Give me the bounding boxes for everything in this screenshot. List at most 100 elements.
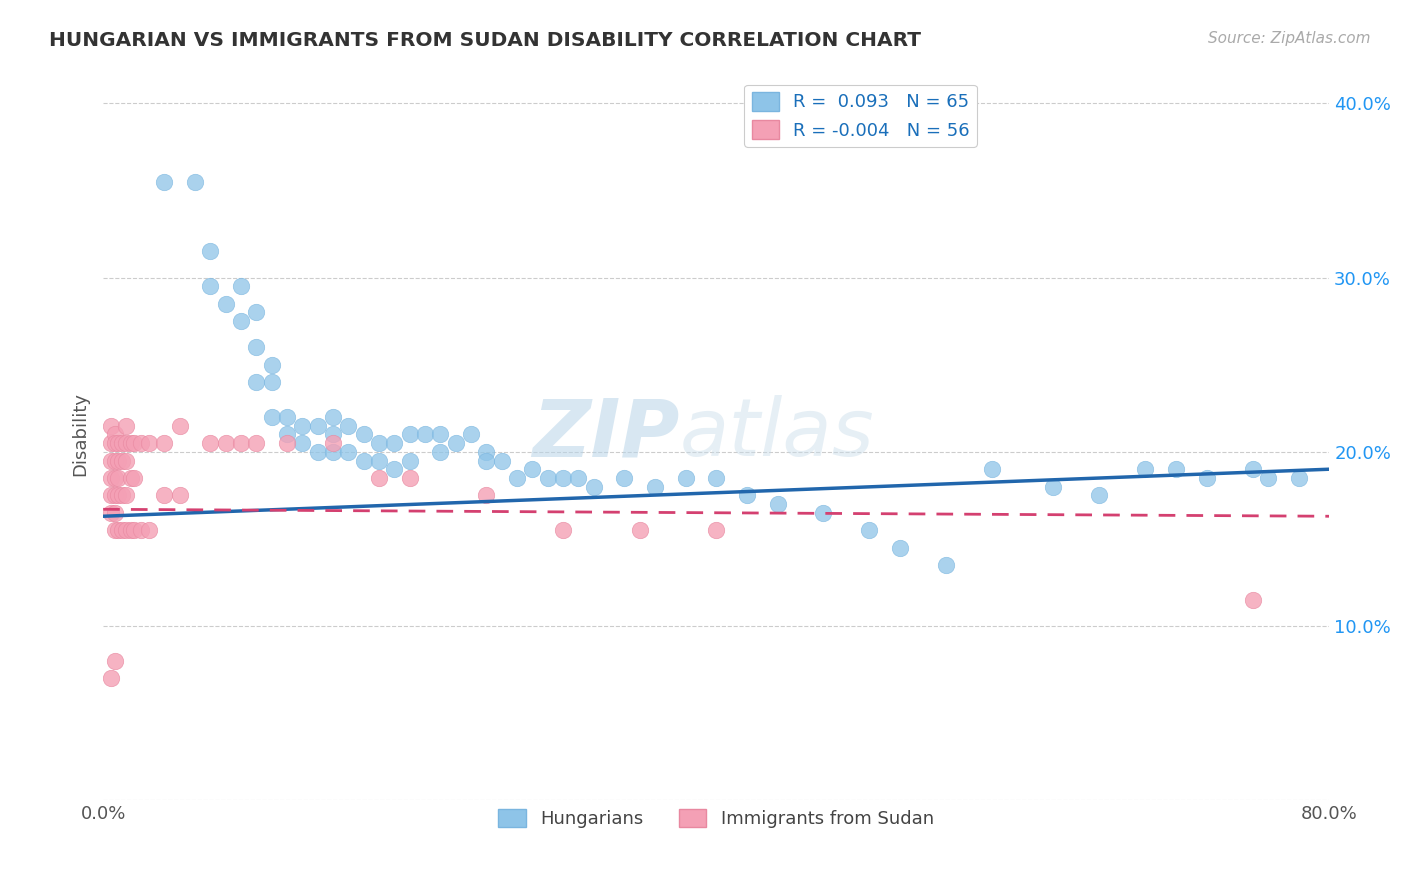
Point xyxy=(398,427,420,442)
Point xyxy=(1164,462,1187,476)
Point xyxy=(104,654,127,668)
Point xyxy=(475,444,498,458)
Point xyxy=(153,175,176,189)
Point xyxy=(110,436,132,450)
Point xyxy=(184,175,207,189)
Point xyxy=(229,314,252,328)
Point xyxy=(245,340,267,354)
Point xyxy=(131,523,153,537)
Point xyxy=(115,488,138,502)
Point xyxy=(981,462,1004,476)
Text: ZIP: ZIP xyxy=(531,395,679,474)
Point xyxy=(107,471,129,485)
Point xyxy=(260,358,283,372)
Point xyxy=(675,471,697,485)
Point xyxy=(100,488,122,502)
Point xyxy=(215,436,238,450)
Point xyxy=(107,488,129,502)
Point xyxy=(429,444,451,458)
Point xyxy=(382,462,405,476)
Point xyxy=(491,453,513,467)
Point xyxy=(337,418,360,433)
Point xyxy=(169,418,191,433)
Point xyxy=(169,488,191,502)
Point xyxy=(1241,462,1264,476)
Point xyxy=(100,453,122,467)
Point xyxy=(107,523,129,537)
Point xyxy=(276,436,298,450)
Point xyxy=(382,436,405,450)
Point xyxy=(104,471,127,485)
Point xyxy=(115,418,138,433)
Text: atlas: atlas xyxy=(679,395,875,474)
Text: HUNGARIAN VS IMMIGRANTS FROM SUDAN DISABILITY CORRELATION CHART: HUNGARIAN VS IMMIGRANTS FROM SUDAN DISAB… xyxy=(49,31,921,50)
Point xyxy=(858,523,880,537)
Point xyxy=(110,453,132,467)
Point xyxy=(368,453,391,467)
Point xyxy=(704,471,727,485)
Point xyxy=(1288,471,1310,485)
Point xyxy=(1135,462,1157,476)
Point xyxy=(889,541,911,555)
Point xyxy=(153,436,176,450)
Point xyxy=(100,418,122,433)
Point xyxy=(229,436,252,450)
Point xyxy=(307,444,329,458)
Point xyxy=(398,453,420,467)
Point xyxy=(322,427,344,442)
Point xyxy=(582,480,605,494)
Point xyxy=(444,436,467,450)
Point xyxy=(115,436,138,450)
Point xyxy=(260,375,283,389)
Point xyxy=(153,488,176,502)
Point xyxy=(122,523,145,537)
Point xyxy=(322,409,344,424)
Point xyxy=(104,436,127,450)
Point xyxy=(353,427,375,442)
Point xyxy=(115,523,138,537)
Point xyxy=(291,418,314,433)
Point xyxy=(122,471,145,485)
Point xyxy=(131,436,153,450)
Point xyxy=(322,444,344,458)
Point xyxy=(353,453,375,467)
Point xyxy=(628,523,651,537)
Point xyxy=(1195,471,1218,485)
Point xyxy=(307,418,329,433)
Point xyxy=(138,523,160,537)
Point xyxy=(766,497,789,511)
Point xyxy=(100,471,122,485)
Point xyxy=(644,480,666,494)
Point xyxy=(368,436,391,450)
Point xyxy=(115,453,138,467)
Legend: Hungarians, Immigrants from Sudan: Hungarians, Immigrants from Sudan xyxy=(491,801,941,835)
Point xyxy=(567,471,589,485)
Point xyxy=(704,523,727,537)
Point xyxy=(475,453,498,467)
Point xyxy=(200,436,222,450)
Point xyxy=(200,279,222,293)
Point xyxy=(522,462,544,476)
Point xyxy=(104,427,127,442)
Point xyxy=(120,523,142,537)
Point xyxy=(429,427,451,442)
Point xyxy=(276,409,298,424)
Point xyxy=(506,471,529,485)
Point xyxy=(229,279,252,293)
Point xyxy=(613,471,636,485)
Point xyxy=(245,375,267,389)
Point xyxy=(107,436,129,450)
Point xyxy=(368,471,391,485)
Point xyxy=(245,305,267,319)
Y-axis label: Disability: Disability xyxy=(72,392,89,476)
Point xyxy=(551,471,574,485)
Point xyxy=(337,444,360,458)
Point xyxy=(215,296,238,310)
Point xyxy=(1088,488,1111,502)
Point xyxy=(413,427,436,442)
Point xyxy=(735,488,758,502)
Point xyxy=(536,471,558,485)
Point xyxy=(935,558,957,572)
Point xyxy=(245,436,267,450)
Point xyxy=(100,506,122,520)
